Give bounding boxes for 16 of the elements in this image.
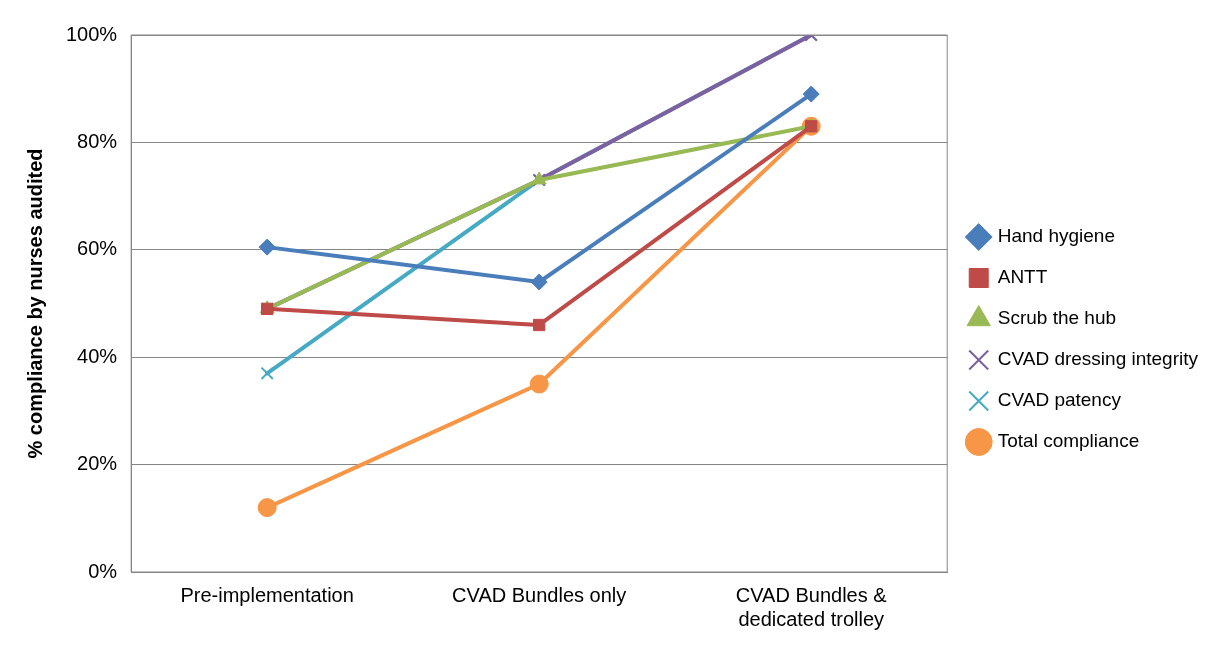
y-tick-label: 40% [77,344,118,367]
y-tick-label: 60% [77,237,118,260]
legend-label: Scrub the hub [997,307,1117,329]
y-tick-label: 0% [88,559,118,582]
y-tick-label: 80% [77,129,118,152]
y-axis-title: % compliance by nurses audited [23,148,46,459]
legend-label: CVAD dressing integrity [997,348,1199,370]
x-tick-label: CVAD Bundles only [452,583,627,606]
x-tick-label: Pre-implementation [180,583,354,606]
legend-label: Hand hygiene [997,225,1115,247]
legend-label: CVAD patency [997,389,1122,411]
legend-label: ANTT [997,266,1048,288]
y-tick-label: 100% [66,22,118,45]
y-tick-label: 20% [77,452,118,475]
x-tick-label: CVAD Bundles & dedicated trolley [735,583,888,630]
legend-label: Total compliance [997,430,1140,452]
